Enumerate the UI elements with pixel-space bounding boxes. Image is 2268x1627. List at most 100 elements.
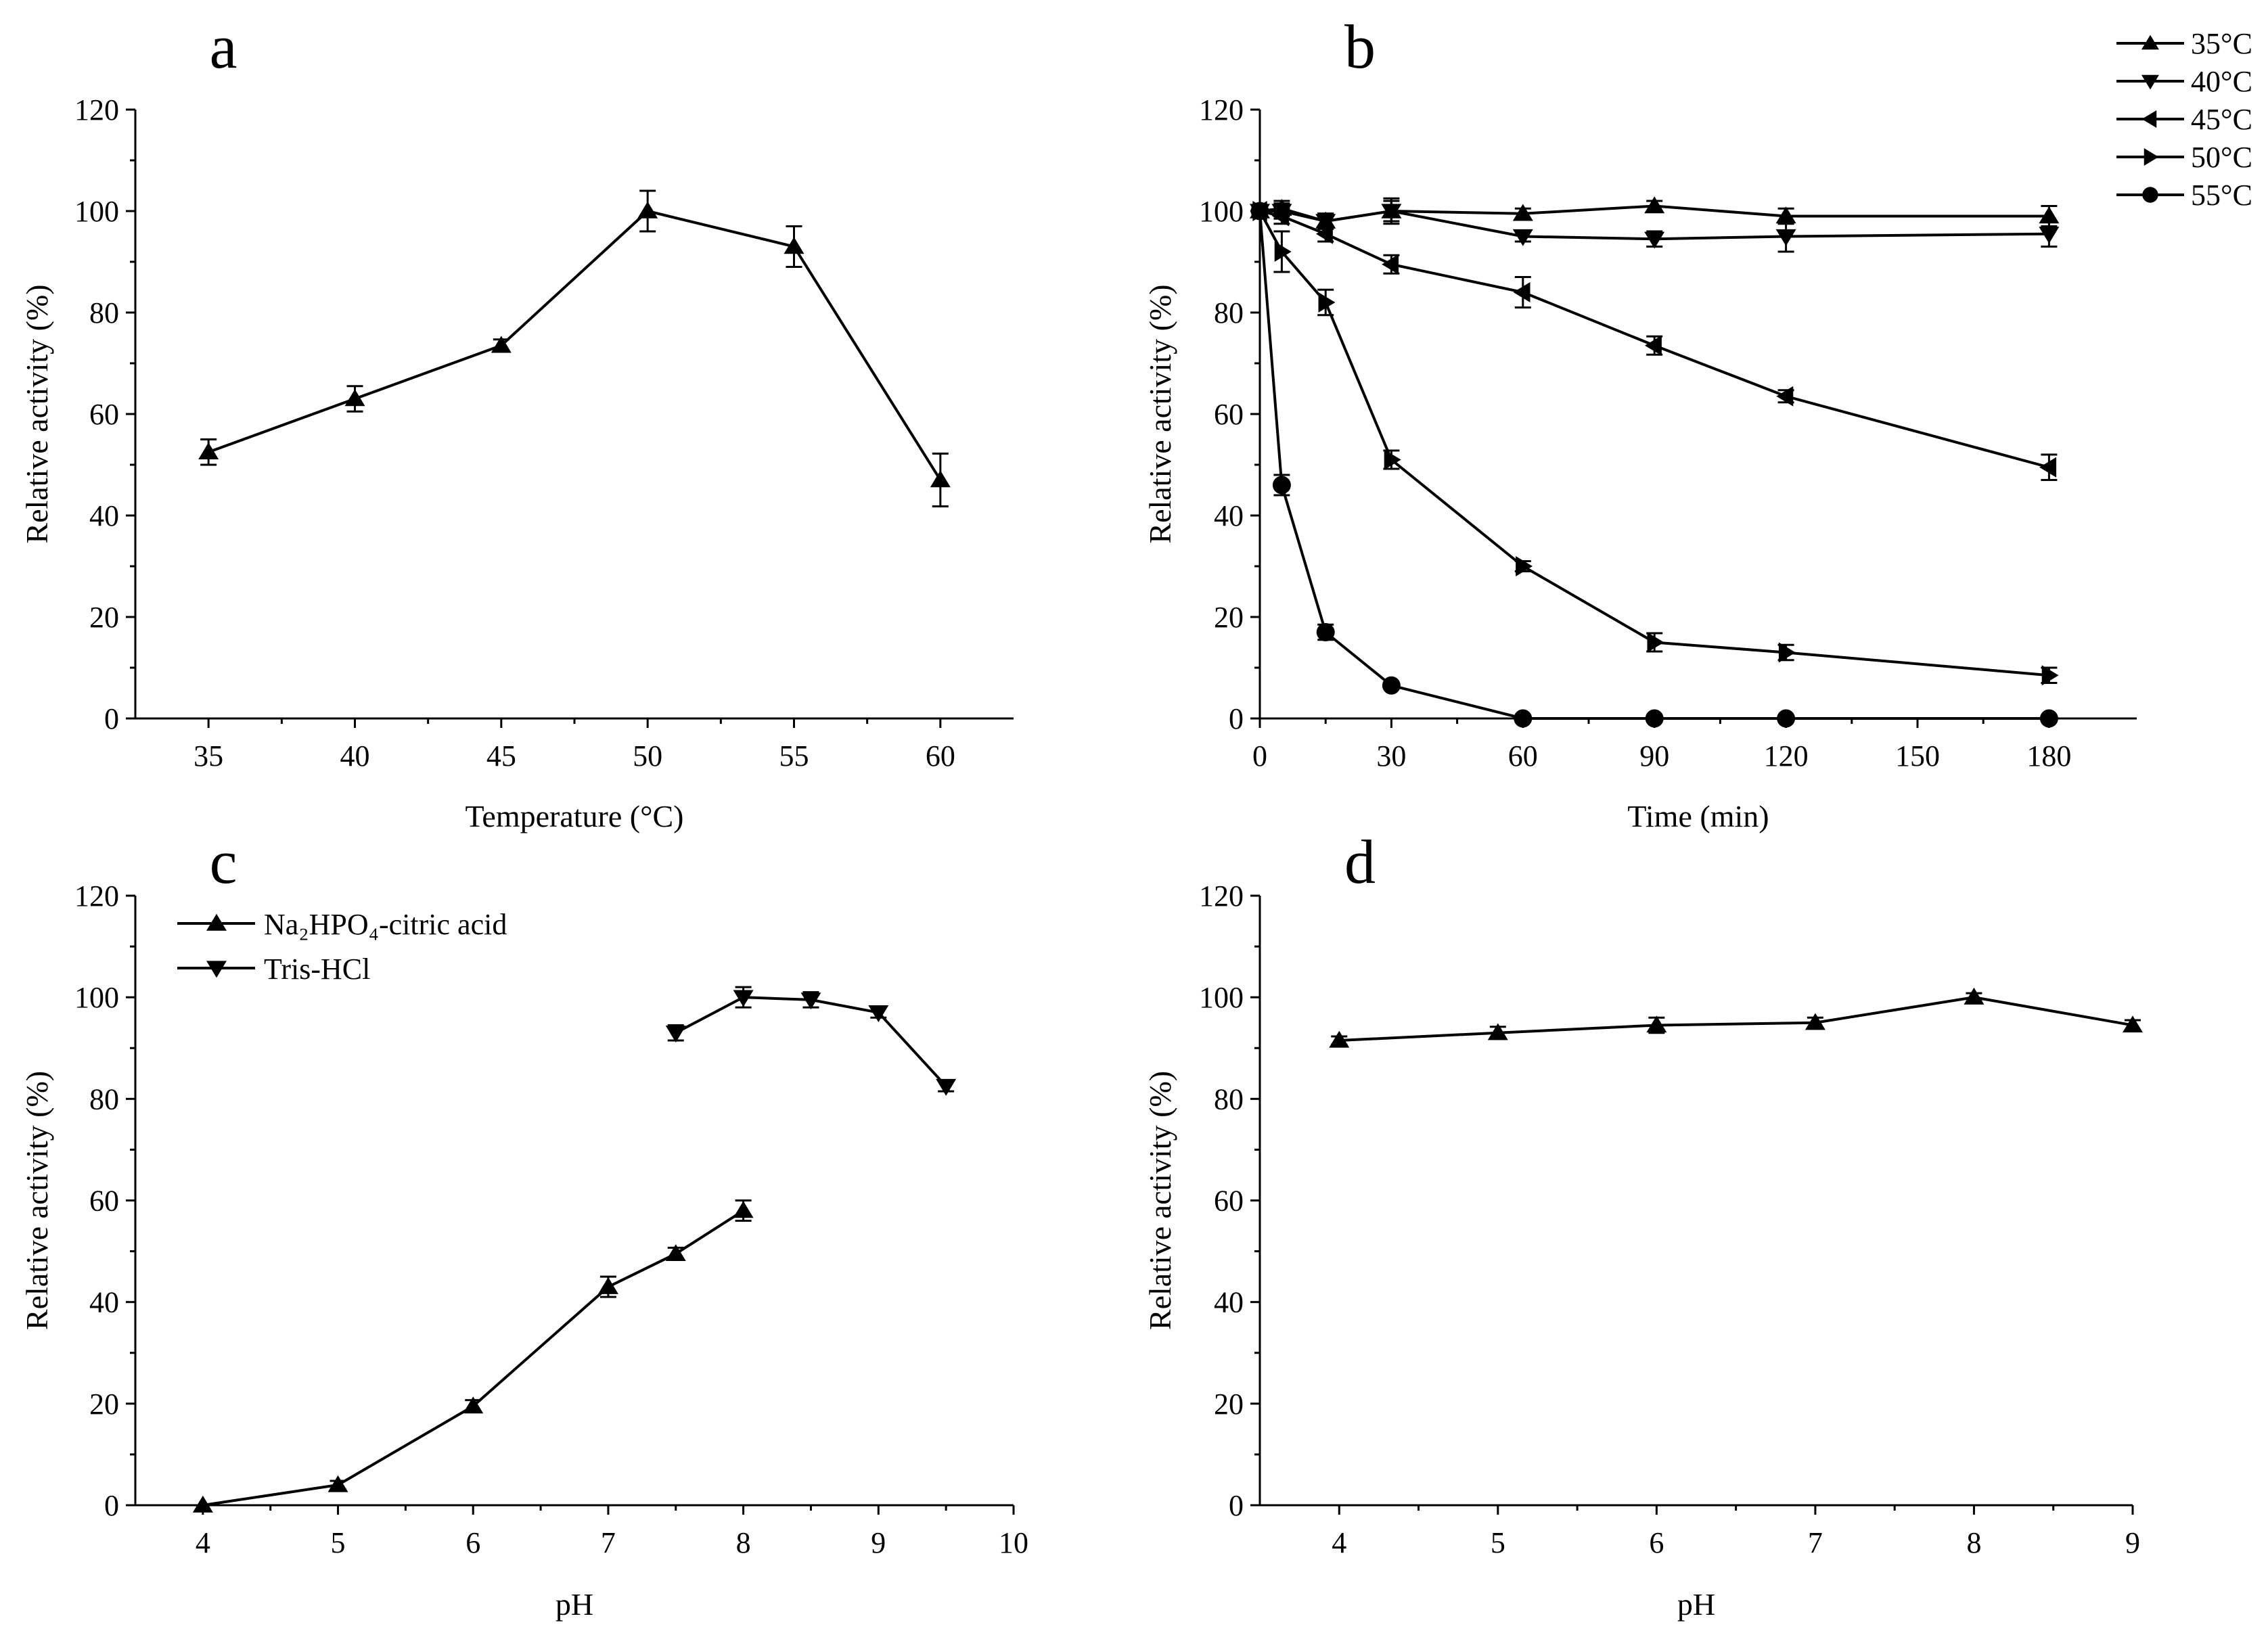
- y-tick-label: 80: [1214, 1082, 1244, 1116]
- series-Tris-HCl: [665, 986, 957, 1096]
- x-tick-label: 120: [1764, 739, 1809, 773]
- y-tick-label: 40: [1214, 1286, 1244, 1319]
- panel-letter: b: [1344, 12, 1376, 81]
- data-point: [1777, 709, 1796, 728]
- legend: 35°C 40°C 45°C 50°C 55°C: [2116, 27, 2252, 212]
- data-point: [1775, 229, 1796, 246]
- legend-marker: [206, 961, 227, 978]
- legend-marker: [206, 913, 227, 931]
- y-axis-label: Relative activity (%): [20, 284, 54, 543]
- x-tick-label: 180: [2026, 739, 2071, 773]
- y-tick-label: 40: [89, 1286, 119, 1319]
- legend-label: 45°C: [2191, 103, 2252, 136]
- x-tick-label: 7: [601, 1526, 616, 1559]
- y-tick-label: 100: [74, 195, 119, 228]
- legend-marker: [2141, 74, 2159, 90]
- data-point: [2123, 1015, 2143, 1033]
- data-point: [1805, 1013, 1825, 1030]
- x-tick-label: 6: [1649, 1526, 1664, 1559]
- data-point: [733, 1201, 754, 1218]
- data-point: [1646, 1015, 1667, 1033]
- series-line: [1260, 209, 2049, 241]
- series-line: [208, 209, 942, 481]
- x-tick-label: 4: [196, 1526, 210, 1559]
- x-tick-label: 30: [1376, 739, 1406, 773]
- series-line: [202, 1209, 744, 1507]
- series-line: [1258, 210, 2049, 677]
- x-tick-label: 50: [633, 739, 662, 773]
- data-point: [1272, 206, 1290, 227]
- x-tick-label: 8: [1966, 1526, 1981, 1559]
- series-0: [1329, 987, 2143, 1048]
- y-tick-label: 0: [1229, 1489, 1244, 1522]
- data-point: [1644, 231, 1665, 249]
- data-point: [930, 470, 951, 488]
- series-55-C: [1250, 202, 2058, 728]
- x-axis-label: Time (min): [1627, 799, 1769, 833]
- data-point: [192, 1495, 213, 1513]
- data-point: [637, 201, 658, 219]
- x-tick-label: 55: [779, 739, 809, 773]
- y-tick-label: 40: [89, 499, 119, 532]
- y-tick-label: 0: [104, 702, 119, 735]
- data-point: [1775, 206, 1796, 224]
- y-tick-label: 60: [1214, 1185, 1244, 1218]
- x-tick-label: 150: [1895, 739, 1940, 773]
- y-axis-label: Relative activity (%): [1143, 284, 1177, 543]
- data-point: [936, 1078, 957, 1096]
- y-tick-label: 120: [74, 879, 119, 913]
- y-tick-label: 20: [1214, 1388, 1244, 1421]
- y-tick-label: 100: [1199, 981, 1244, 1014]
- y-tick-label: 0: [104, 1489, 119, 1522]
- data-point: [1644, 335, 1662, 356]
- x-tick-label: 9: [2125, 1526, 2140, 1559]
- x-tick-label: 35: [194, 739, 223, 773]
- x-tick-label: 9: [871, 1526, 886, 1559]
- data-point: [1513, 282, 1530, 302]
- data-point: [1778, 642, 1796, 663]
- series-line: [1259, 210, 2049, 469]
- y-tick-label: 40: [1214, 499, 1244, 532]
- y-tick-label: 100: [74, 981, 119, 1014]
- data-point: [1382, 254, 1399, 275]
- data-point: [1516, 556, 1533, 576]
- data-point: [1382, 676, 1401, 695]
- y-tick-label: 120: [1199, 93, 1244, 127]
- data-point: [1487, 1023, 1508, 1040]
- legend-label: Na₂HPO₄-citric acid: [264, 908, 507, 941]
- x-axis-label: pH: [1677, 1587, 1715, 1622]
- data-point: [463, 1396, 484, 1414]
- data-point: [1647, 632, 1664, 653]
- data-point: [1274, 242, 1292, 262]
- x-tick-label: 5: [1491, 1526, 1505, 1559]
- data-point: [1964, 987, 1984, 1005]
- panel-letter: a: [210, 12, 237, 81]
- legend-label: 55°C: [2191, 179, 2252, 212]
- data-point: [2041, 665, 2059, 686]
- x-tick-label: 7: [1808, 1526, 1823, 1559]
- x-tick-label: 90: [1639, 739, 1669, 773]
- x-axis-label: Temperature (°C): [466, 799, 684, 833]
- panel-c: 0 20 40 60 80 100 120 4 5 6 7 8 9 10 pH Relative activi…: [20, 827, 1028, 1622]
- data-point: [665, 1026, 686, 1042]
- y-tick-label: 120: [74, 93, 119, 127]
- data-point: [1512, 204, 1533, 221]
- panel-letter: d: [1344, 827, 1376, 896]
- y-tick-label: 20: [89, 1388, 119, 1421]
- x-tick-label: 40: [340, 739, 370, 773]
- data-point: [491, 336, 512, 353]
- y-tick-label: 20: [1214, 601, 1244, 634]
- data-point: [1776, 386, 1794, 407]
- x-tick-label: 4: [1332, 1526, 1346, 1559]
- data-point: [2039, 206, 2060, 224]
- data-point: [1645, 709, 1664, 728]
- legend-marker: [2144, 148, 2159, 166]
- data-point: [1250, 202, 1269, 221]
- data-point: [733, 990, 754, 1007]
- legend: Na₂HPO₄-citric acid Tris-HCl: [177, 908, 507, 986]
- y-tick-label: 20: [89, 601, 119, 634]
- data-point: [1512, 229, 1533, 246]
- data-point: [868, 1005, 889, 1022]
- data-point: [198, 442, 219, 459]
- data-point: [1315, 223, 1333, 244]
